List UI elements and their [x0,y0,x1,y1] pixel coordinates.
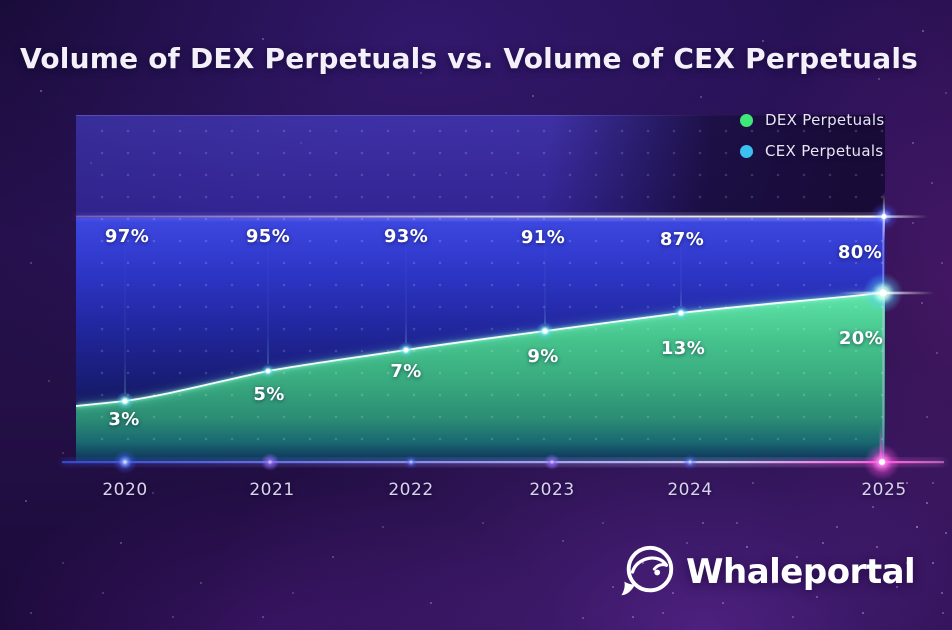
top-right-starburst [840,192,928,242]
dex-area [76,293,885,462]
data-point-2024 [678,310,684,316]
chart-title: Volume of DEX Perpetuals vs. Volume of C… [20,42,919,75]
year-streaks [124,224,682,394]
data-point-2021 [265,368,271,374]
data-point-2020 [122,398,128,404]
data-points [116,273,934,410]
brand-name: Whaleportal [686,552,916,592]
dex-legend-dot-icon [740,113,753,127]
whaleportal-logo: Whaleportal [620,543,916,601]
legend-item-dex: DEX Perpetuals [740,110,885,130]
whale-icon [621,545,674,596]
cex-legend-dot-icon [740,144,753,158]
boundary-line [76,292,884,407]
data-point-2023 [542,328,548,334]
data-point-2022 [403,347,409,353]
chart-legend: DEX Perpetuals CEX Perpetuals [740,110,885,172]
chart-backdrop-panel [76,115,885,219]
legend-item-cex: CEX Perpetuals [740,141,885,161]
legend-label-dex: DEX Perpetuals [765,111,885,129]
x-axis-line [62,425,944,480]
data-point-2025 [879,289,887,297]
legend-label-cex: CEX Perpetuals [765,142,884,160]
plot-right-edge [882,218,884,462]
